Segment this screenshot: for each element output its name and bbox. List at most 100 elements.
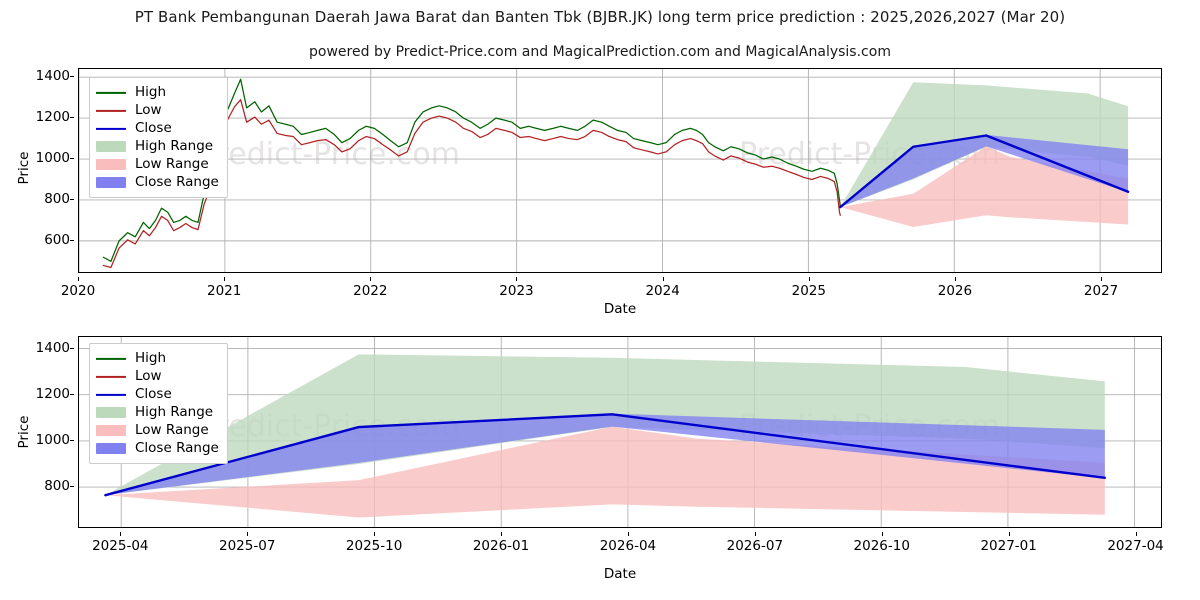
y-tick-mark — [70, 486, 74, 488]
legend-swatch-line-icon — [96, 371, 126, 383]
x-tick-mark — [247, 532, 249, 536]
x-tick-label: 2022 — [353, 283, 388, 299]
legend-item[interactable]: Close — [96, 120, 219, 137]
legend-swatch-patch-icon — [96, 443, 126, 454]
chart-top: Predict-Price.com Predict-Price.com High L… — [78, 68, 1162, 273]
x-tick-label: 2020 — [60, 283, 96, 299]
legend-swatch-patch-icon — [96, 177, 126, 188]
legend-bottom: High Low Close High Range Low Range Close Ran… — [89, 343, 228, 464]
x-tick-label: 2023 — [499, 283, 534, 299]
legend-item-label: High — [135, 349, 167, 366]
x-tick-label: 2025 — [791, 283, 826, 299]
y-tick-label: 1000 — [35, 432, 70, 449]
x-tick-mark — [1101, 277, 1103, 281]
x-tick-label: 2025-04 — [92, 538, 149, 554]
x-axis-ticks-top: 2020 2021 2022 2023 2024 2025 2026 2027 — [61, 277, 1162, 299]
legend-item[interactable]: High — [96, 350, 219, 367]
x-tick-mark — [1008, 532, 1010, 536]
x-tick-mark — [662, 277, 664, 281]
y-axis-label-top: Price — [16, 151, 32, 185]
x-tick-mark — [881, 532, 883, 536]
x-tick-label: 2026-10 — [853, 538, 910, 554]
x-axis-label-top: Date — [603, 301, 637, 317]
legend-item[interactable]: Low Range — [96, 422, 219, 439]
x-tick-mark — [374, 532, 376, 536]
x-tick-mark — [1135, 532, 1137, 536]
y-tick-mark — [70, 440, 74, 442]
legend-item-label: Low Range — [135, 421, 209, 438]
y-tick-label: 1200 — [35, 109, 70, 126]
x-tick-label: 2025-07 — [219, 538, 276, 554]
y-tick-mark — [70, 76, 74, 78]
legend-item[interactable]: Low Range — [96, 156, 219, 173]
x-tick-mark — [501, 532, 503, 536]
y-tick-label: 800 — [44, 191, 70, 208]
x-tick-mark — [224, 277, 226, 281]
page-subtitle: powered by Predict-Price.com and Magical… — [309, 44, 891, 60]
y-tick-label: 1400 — [35, 68, 70, 85]
legend-swatch-line-icon — [96, 87, 126, 99]
legend-swatch-line-icon — [96, 123, 126, 135]
x-axis-label-bottom: Date — [603, 566, 637, 582]
x-tick-mark — [954, 277, 956, 281]
x-tick-mark — [516, 277, 518, 281]
legend-item[interactable]: Close Range — [96, 440, 219, 457]
x-tick-mark — [754, 532, 756, 536]
legend-item-label: Close — [135, 119, 172, 136]
x-tick-label: 2027-01 — [980, 538, 1037, 554]
legend-item[interactable]: Low — [96, 368, 219, 385]
y-tick-mark — [70, 117, 74, 119]
x-tick-label: 2024 — [645, 283, 680, 299]
x-tick-label: 2027 — [1083, 283, 1119, 299]
x-tick-mark — [120, 532, 122, 536]
x-tick-label: 2026 — [937, 283, 973, 299]
plot-canvas-top — [79, 69, 1161, 272]
legend-item[interactable]: Close — [96, 386, 219, 403]
legend-item[interactable]: Close Range — [96, 174, 219, 191]
plot-area-top: Predict-Price.com Predict-Price.com High L… — [78, 68, 1162, 273]
y-tick-label: 600 — [44, 232, 70, 249]
legend-item-label: Close Range — [135, 439, 219, 456]
x-tick-mark — [808, 277, 810, 281]
y-axis-ticks-bottom: 800 1000 1200 1400 — [2, 336, 74, 528]
legend-item[interactable]: High Range — [96, 138, 219, 155]
x-tick-label: 2026-04 — [599, 538, 657, 554]
legend-item-label: Close — [135, 385, 172, 402]
legend-swatch-patch-icon — [96, 407, 126, 418]
y-tick-mark — [70, 158, 74, 160]
x-tick-label: 2027-04 — [1107, 538, 1164, 554]
legend-top: High Low Close High Range Low Range Close Ran… — [89, 77, 228, 198]
plot-canvas-bottom — [79, 337, 1161, 527]
legend-item[interactable]: High Range — [96, 404, 219, 421]
x-tick-mark — [78, 277, 79, 281]
y-tick-mark — [70, 240, 74, 242]
legend-swatch-line-icon — [96, 353, 126, 365]
y-tick-label: 1200 — [35, 385, 70, 402]
legend-item-label: Close Range — [135, 173, 219, 190]
x-tick-label: 2026-07 — [726, 538, 784, 554]
y-tick-label: 800 — [44, 478, 70, 495]
x-tick-label: 2026-01 — [472, 538, 530, 554]
legend-swatch-patch-icon — [96, 159, 126, 170]
x-tick-label: 2021 — [206, 283, 242, 299]
y-tick-label: 1000 — [35, 150, 70, 167]
y-tick-mark — [70, 199, 74, 201]
y-axis-label-bottom: Price — [16, 415, 32, 449]
y-tick-mark — [70, 393, 74, 395]
legend-item[interactable]: Low — [96, 102, 219, 119]
legend-swatch-line-icon — [96, 105, 126, 117]
x-tick-mark — [370, 277, 372, 281]
y-axis-ticks-top: 600 800 1000 1200 1400 — [2, 68, 74, 273]
legend-item-label: Low — [135, 367, 162, 384]
legend-swatch-line-icon — [96, 389, 126, 401]
legend-item-label: High Range — [135, 137, 214, 154]
y-tick-mark — [70, 347, 74, 349]
page-title: PT Bank Pembangunan Daerah Jawa Barat da… — [134, 8, 1066, 26]
legend-item[interactable]: High — [96, 84, 219, 101]
y-tick-label: 1400 — [35, 339, 70, 356]
x-axis-ticks-bottom: 2025-04 2025-07 2025-10 2026-01 2026-04 2026-… — [78, 532, 1164, 554]
x-tick-label: 2025-10 — [345, 538, 403, 554]
